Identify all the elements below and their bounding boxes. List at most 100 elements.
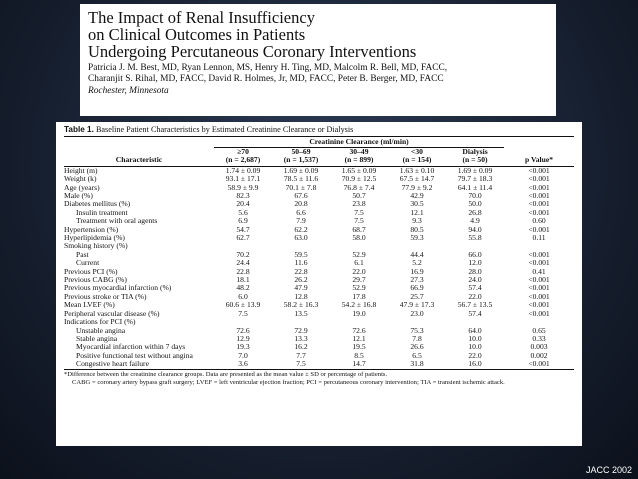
table-cell: 62.7 bbox=[236, 234, 250, 243]
table-row: Previous PCI (%) 22.8 22.8 22.0 16.9 28.0 0.41 bbox=[64, 268, 574, 276]
table-caption-label: Table 1. bbox=[64, 125, 94, 134]
row-label: Weight (k) bbox=[64, 175, 97, 184]
table-cell bbox=[272, 318, 330, 326]
title-line: The Impact of Renal Insufficiency bbox=[88, 8, 315, 27]
table-cell: 60.6 ± 13.9 bbox=[225, 301, 261, 310]
table-cell: 20.4 bbox=[236, 200, 250, 209]
table-row: Previous stroke or TIA (%) 6.0 12.8 17.8 25.… bbox=[64, 293, 574, 301]
p-value-cell: <0.001 bbox=[528, 259, 550, 268]
p-value-cell: <0.001 bbox=[528, 292, 550, 301]
table-cell: 8.5 bbox=[354, 351, 364, 360]
p-value-cell: 0.33 bbox=[532, 334, 546, 343]
table-abbreviations: CABG = coronary artery bypass graft surg… bbox=[72, 378, 505, 386]
p-value-cell: <0.001 bbox=[528, 183, 550, 192]
p-value-header: p Value* bbox=[504, 156, 575, 167]
table-cell: 50.0 bbox=[468, 200, 482, 209]
table-cell: 22.0 bbox=[468, 351, 482, 360]
table-cell: 70.1 ± 7.8 bbox=[285, 183, 317, 192]
row-label: Diabetes mellitus (%) bbox=[64, 200, 131, 209]
table-row: Unstable angina 72.6 72.9 72.6 75.3 64.0 0.65 bbox=[64, 327, 574, 335]
p-value-cell: <0.001 bbox=[528, 250, 550, 259]
table-cell: 27.3 bbox=[410, 276, 424, 285]
table-cell: 93.1 ± 17.1 bbox=[225, 175, 261, 184]
paper-title-card: The Impact of Renal Insufficiency on Cli… bbox=[80, 4, 556, 116]
table-cell: 66.0 bbox=[468, 250, 482, 259]
table-row: Age (years) 58.9 ± 9.9 70.1 ± 7.8 76.8 ± 7.… bbox=[64, 184, 574, 192]
group-header: Creatinine Clearance (ml/min) bbox=[214, 136, 505, 148]
characteristic-header: Characteristic bbox=[64, 156, 214, 167]
table-cell: 70.0 bbox=[468, 192, 482, 200]
affiliation: Rochester, Minnesota bbox=[88, 86, 169, 96]
p-value-cell: 0.65 bbox=[532, 326, 546, 335]
table-cell: 59.3 bbox=[410, 234, 424, 243]
table-cell: 47.9 bbox=[294, 284, 308, 293]
table-row: Current 24.4 11.6 6.1 5.2 12.0 <0.001 bbox=[64, 259, 574, 267]
column-header: Dialysis bbox=[462, 147, 488, 156]
row-label: Treatment with oral agents bbox=[76, 217, 158, 226]
table-cell: 22.0 bbox=[352, 267, 366, 276]
p-value-cell: <0.001 bbox=[528, 284, 550, 293]
table-cell: 94.0 bbox=[468, 225, 482, 234]
table-cell: 26.8 bbox=[468, 208, 482, 217]
table-cell: 7.9 bbox=[296, 217, 306, 226]
table-caption: Table 1. Baseline Patient Characteristic… bbox=[64, 125, 574, 134]
table-cell: 48.2 bbox=[236, 284, 250, 293]
title-line: Undergoing Percutaneous Coronary Interve… bbox=[88, 42, 417, 61]
table-row: Height (m) 1.74 ± 0.09 1.69 ± 0.09 1.65 ± 0… bbox=[64, 166, 574, 175]
row-label: Mean LVEF (%) bbox=[64, 301, 115, 310]
table-row: Congestive heart failure 3.6 7.5 14.7 31.8 16… bbox=[64, 360, 575, 370]
row-label: Unstable angina bbox=[76, 326, 126, 335]
table-cell: 26.6 bbox=[410, 343, 424, 352]
table-cell: 7.5 bbox=[354, 217, 364, 226]
row-label: Previous stroke or TIA (%) bbox=[64, 292, 147, 301]
table-cell: 6.6 bbox=[296, 208, 306, 217]
table-row: Indications for PCI (%) bbox=[64, 318, 574, 326]
table-cell: 9.3 bbox=[412, 217, 422, 226]
table-cell bbox=[446, 242, 504, 250]
table-cell: 58.9 ± 9.9 bbox=[227, 183, 259, 192]
table-cell: 57.4 bbox=[468, 309, 482, 318]
table-row: Diabetes mellitus (%) 20.4 20.8 23.8 30.5 50.… bbox=[64, 200, 574, 208]
table-cell bbox=[330, 318, 388, 326]
row-label: Height (m) bbox=[64, 166, 98, 175]
p-value-cell bbox=[504, 318, 574, 326]
table-cell: 30.5 bbox=[410, 200, 424, 209]
table-cell: 70.9 ± 12.5 bbox=[341, 175, 377, 184]
table-cell: 18.1 bbox=[236, 276, 250, 285]
p-value-cell: <0.001 bbox=[528, 276, 550, 285]
journal-watermark: JACC 2002 bbox=[585, 465, 632, 475]
table-cell: 72.6 bbox=[236, 326, 250, 335]
table-cell: 7.5 bbox=[354, 208, 364, 217]
table-cell: 52.9 bbox=[352, 250, 366, 259]
table-cell: 31.8 bbox=[388, 360, 446, 370]
table-cell: 6.9 bbox=[238, 217, 248, 226]
p-value-cell: 0.003 bbox=[530, 343, 548, 352]
title-line: on Clinical Outcomes in Patients bbox=[88, 25, 306, 44]
table-cell: 7.5 bbox=[238, 309, 248, 318]
table-cell: 25.7 bbox=[410, 292, 424, 301]
table-cell: 68.7 bbox=[352, 225, 366, 234]
column-n: (n = 899) bbox=[330, 156, 388, 167]
table-cell: 70.2 bbox=[236, 250, 250, 259]
table-cell: 1.69 ± 0.09 bbox=[457, 166, 493, 175]
p-value-cell: <0.001 bbox=[528, 166, 550, 175]
table-cell: 57.4 bbox=[468, 284, 482, 293]
table-cell: 10.0 bbox=[468, 334, 482, 343]
table-cell: 13.5 bbox=[294, 309, 308, 318]
table-cell: 56.7 ± 13.5 bbox=[457, 301, 493, 310]
table-cell bbox=[272, 242, 330, 250]
table-row: Previous myocardial infarction (%) 48.2 47… bbox=[64, 284, 574, 292]
row-label: Previous PCI (%) bbox=[64, 267, 118, 276]
row-label: Indications for PCI (%) bbox=[64, 318, 136, 327]
table-cell: 16.2 bbox=[294, 343, 308, 352]
table-cell: 1.63 ± 0.10 bbox=[399, 166, 435, 175]
table-cell bbox=[388, 242, 446, 250]
p-value-cell: <0.001 bbox=[528, 225, 550, 234]
table-row: Smoking history (%) bbox=[64, 242, 574, 250]
row-label: Previous myocardial infarction (%) bbox=[64, 284, 172, 293]
table-cell: 12.9 bbox=[236, 334, 250, 343]
table-cell: 42.9 bbox=[410, 192, 424, 200]
table-cell bbox=[446, 318, 504, 326]
table-cell: 3.6 bbox=[214, 360, 272, 370]
p-value-cell: <0.001 bbox=[528, 175, 550, 184]
